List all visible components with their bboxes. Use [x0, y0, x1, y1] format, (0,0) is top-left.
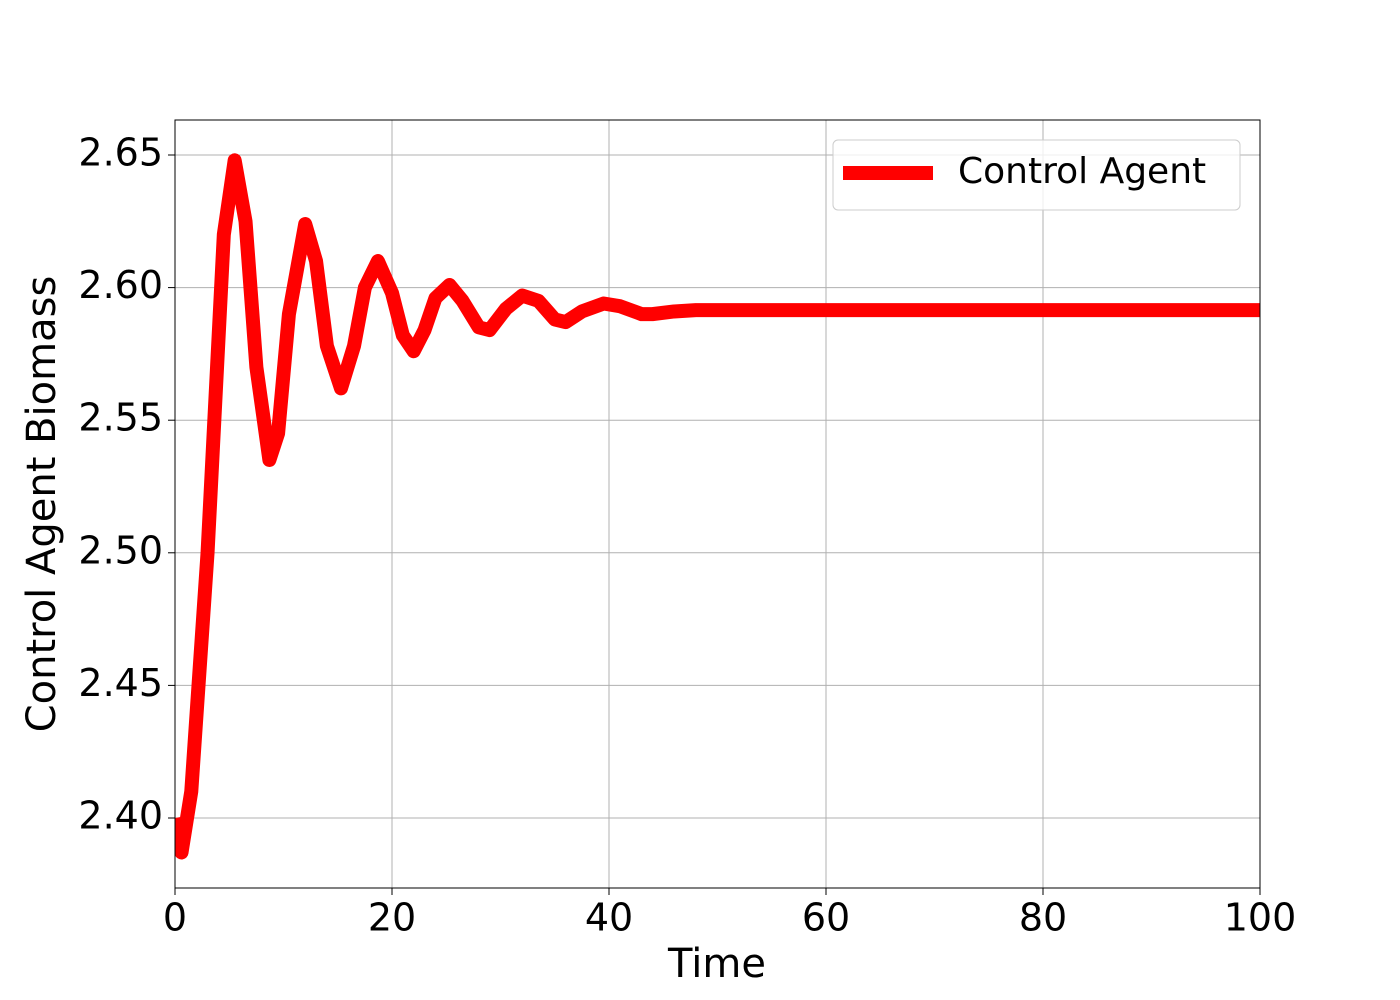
x-tick-label: 60: [802, 896, 850, 940]
y-axis-label: Control Agent Biomass: [19, 276, 65, 733]
data-line: [175, 153, 1260, 860]
x-tick-label: 80: [1019, 896, 1067, 940]
x-tick-label: 0: [163, 896, 187, 940]
y-tick-label: 2.60: [78, 263, 163, 307]
legend-label: Control Agent: [958, 151, 1206, 192]
x-tick-label: 20: [368, 896, 416, 940]
legend-box: [832, 139, 1241, 211]
y-tick-label: 2.55: [78, 396, 163, 440]
plot-frame: [174, 119, 1261, 889]
y-tick-label: 2.50: [78, 528, 163, 572]
y-tick-label: 2.45: [78, 661, 163, 705]
x-tick-label: 100: [1224, 896, 1297, 940]
x-axis-label: Time: [667, 941, 766, 987]
x-tick-label: 40: [585, 896, 633, 940]
y-tick-label: 2.65: [78, 131, 163, 175]
y-tick-label: 2.40: [78, 793, 163, 837]
